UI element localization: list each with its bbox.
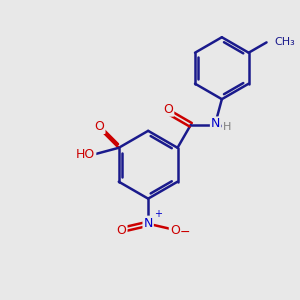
Text: +: + — [154, 209, 162, 219]
Text: O: O — [94, 120, 104, 133]
Text: CH₃: CH₃ — [275, 38, 296, 47]
Text: H: H — [223, 122, 231, 132]
Text: N: N — [211, 117, 220, 130]
Text: HO: HO — [76, 148, 95, 161]
Text: −: − — [180, 226, 190, 238]
Text: N: N — [143, 217, 153, 230]
Text: O: O — [170, 224, 180, 237]
Text: O: O — [117, 224, 127, 237]
Text: O: O — [164, 103, 173, 116]
